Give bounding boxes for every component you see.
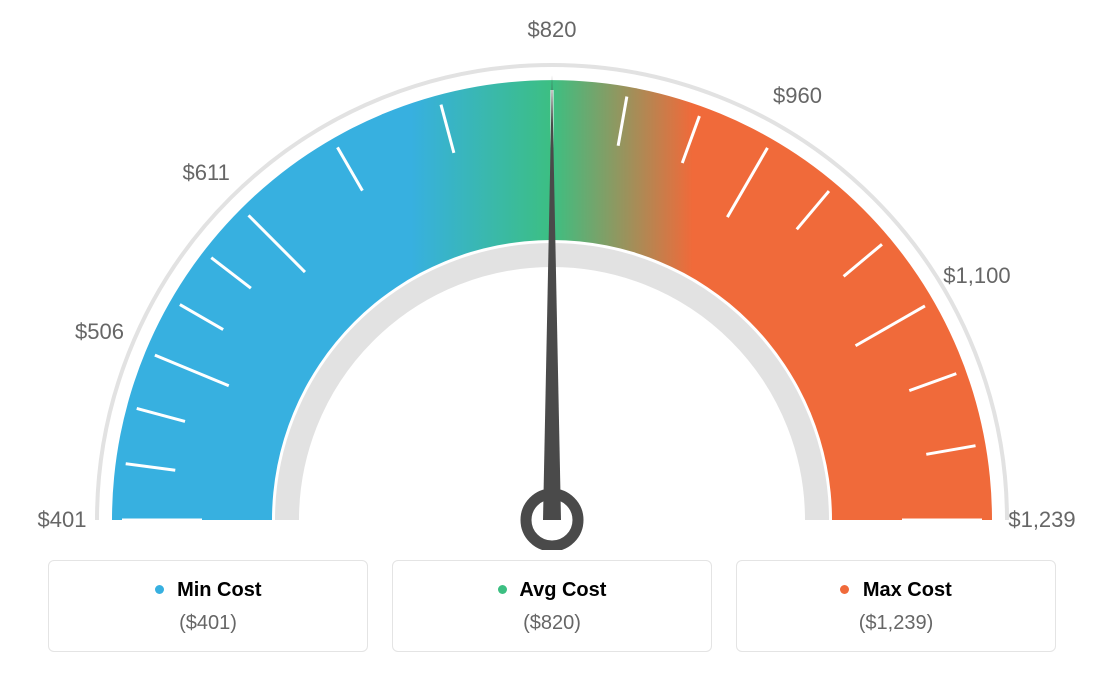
avg-cost-title: Avg Cost [403,579,701,602]
legend-row: Min Cost ($401) Avg Cost ($820) Max Cost… [20,560,1084,652]
avg-cost-label: Avg Cost [519,579,606,601]
min-cost-value: ($401) [59,612,357,635]
avg-cost-value: ($820) [403,612,701,635]
gauge-tick-label: $1,100 [943,263,1010,289]
max-cost-card: Max Cost ($1,239) [736,560,1056,652]
min-dot-icon [155,585,164,594]
gauge-tick-label: $611 [183,160,230,186]
avg-dot-icon [498,585,507,594]
min-cost-label: Min Cost [177,579,261,601]
gauge-tick-label: $820 [528,17,577,43]
gauge-tick-label: $506 [75,319,124,345]
max-cost-value: ($1,239) [747,612,1045,635]
max-dot-icon [840,585,849,594]
gauge-tick-label: $960 [773,83,822,109]
max-cost-title: Max Cost [747,579,1045,602]
min-cost-title: Min Cost [59,579,357,602]
avg-cost-card: Avg Cost ($820) [392,560,712,652]
gauge-tick-label: $1,239 [1008,507,1075,533]
min-cost-card: Min Cost ($401) [48,560,368,652]
cost-gauge: $401 $506 $611 $820 $960 $1,100 $1,239 [20,20,1084,550]
gauge-tick-label: $401 [38,507,87,533]
max-cost-label: Max Cost [863,579,952,601]
